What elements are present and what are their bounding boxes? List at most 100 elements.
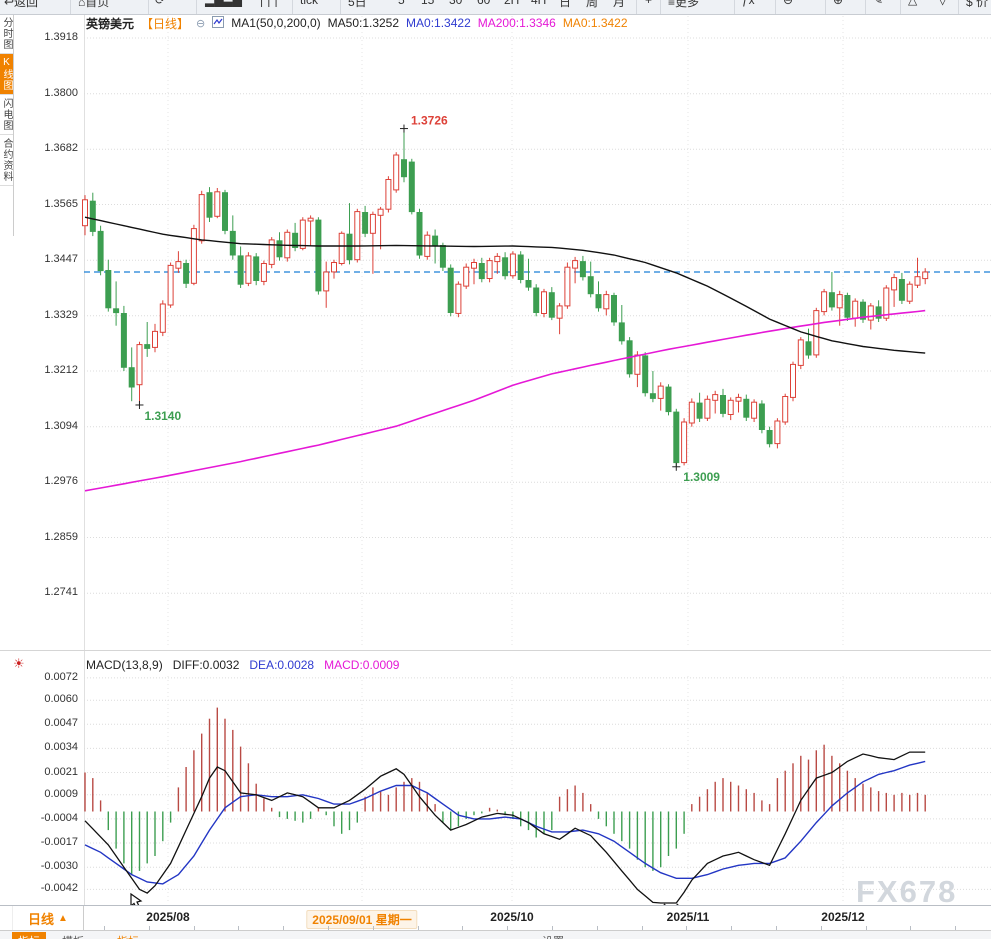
macd-axis-label: -0.0017 — [40, 836, 78, 849]
tab-time-chart[interactable]: 分时图 — [0, 14, 13, 54]
tab-lightning-chart[interactable]: 闪电图 — [0, 95, 13, 135]
ma0-blue-value: MA0:1.3422 — [406, 16, 471, 30]
price-axis-label: 1.3447 — [44, 253, 78, 266]
x-axis-tick — [104, 926, 105, 931]
candlesticks — [82, 128, 929, 467]
ma0-orange-value: MA0:1.3422 — [562, 16, 628, 30]
macd-axis-label: 0.0009 — [44, 787, 78, 800]
price-axis-label: 1.3682 — [44, 142, 78, 155]
tab-contract-info[interactable]: 合约资料 — [0, 135, 13, 186]
tab-kline-chart[interactable]: K线图 — [0, 54, 13, 95]
x-axis-tick — [194, 926, 195, 931]
bottom-tab-2[interactable]: 指标 — [111, 932, 145, 939]
x-axis-tick — [507, 926, 508, 931]
plot-left-border — [84, 14, 85, 905]
price-axis-label: 1.3565 — [44, 197, 78, 210]
x-axis-tick — [418, 926, 419, 931]
macd-settings-icon[interactable]: ☀ — [13, 656, 25, 671]
price-axis-label: 1.2976 — [44, 475, 78, 488]
x-axis-tick — [910, 926, 911, 931]
macd-axis-label: 0.0047 — [44, 717, 78, 730]
x-axis-tick — [821, 926, 822, 931]
quote-button[interactable]: $ 价 — [966, 0, 989, 9]
more-button[interactable]: ≡更多 — [668, 0, 700, 9]
add-period-button[interactable]: + — [645, 0, 653, 7]
collapse-legend-icon[interactable]: ⊖ — [196, 17, 206, 30]
period-60m-button[interactable]: 60 — [477, 0, 491, 7]
bottom-tab-3[interactable]: 设置 — [536, 932, 570, 939]
refresh-button[interactable]: ⟳ — [155, 0, 166, 7]
x-axis-tick — [373, 926, 374, 931]
period-5d-button[interactable]: 5日 — [348, 0, 367, 9]
period-2h-button[interactable]: 2H — [504, 0, 520, 7]
toolbar-separator — [734, 0, 735, 14]
toolbar-separator — [825, 0, 826, 14]
x-axis-tick — [866, 926, 867, 931]
toolbar-separator — [340, 0, 341, 14]
macd-title[interactable]: MACD(13,8,9) — [86, 657, 163, 672]
x-axis-tick — [328, 926, 329, 931]
period-day-button[interactable]: 日 — [559, 0, 572, 9]
draw-button[interactable]: ✎ — [873, 0, 884, 7]
period-30m-button[interactable]: 30 — [449, 0, 463, 7]
price-axis-label: 1.3918 — [44, 31, 78, 43]
price-axis-label: 1.3094 — [44, 419, 78, 432]
ma50-line — [84, 216, 926, 354]
x-axis-tick — [552, 926, 553, 931]
volume-button[interactable]: ╷╷╷ — [258, 0, 280, 7]
zoom-in-button[interactable]: ⊕ — [833, 0, 844, 7]
toolbar-separator — [196, 0, 197, 14]
triangle-up-button[interactable]: △ — [908, 0, 918, 7]
x-axis-tick — [955, 926, 956, 931]
macd-axis-label: 0.0072 — [44, 670, 78, 683]
mini-chart-icon[interactable] — [212, 15, 225, 31]
x-axis-tick — [642, 926, 643, 931]
watermark: FX678 — [856, 874, 958, 909]
toolbar-separator — [865, 0, 866, 14]
period-label: 【日线】 — [141, 16, 190, 31]
price-axis-label: 1.3800 — [44, 86, 78, 99]
toolbar-separator — [775, 0, 776, 14]
x-axis-tick — [149, 926, 150, 931]
toolbar-separator — [900, 0, 901, 14]
tick-button[interactable]: tick — [300, 0, 318, 7]
chart-type-tabs: 分时图 K线图 闪电图 合约资料 — [0, 14, 14, 236]
macd-macd-value: MACD:0.0009 — [324, 657, 400, 672]
home-button[interactable]: ⌂首页 — [78, 0, 110, 9]
ma200-line — [84, 309, 926, 492]
macd-axis-label: 0.0021 — [44, 765, 78, 778]
bar-chart-button[interactable]: ▂▅▃▇ — [205, 0, 242, 7]
bottom-tab-0[interactable]: 指标 — [12, 932, 46, 939]
toolbar-separator — [70, 0, 71, 14]
macd-diff-value: DIFF:0.0032 — [172, 657, 240, 672]
period-15m-button[interactable]: 15 — [421, 0, 435, 7]
toolbar-separator — [660, 0, 661, 14]
main-chart-legend: 英镑美元 【日线】 ⊖ MA1(50,0,200,0) MA50:1.3252 … — [86, 15, 628, 31]
symbol-name: 英镑美元 — [86, 16, 135, 31]
x-axis-label: 2025/10 — [490, 910, 534, 924]
period-dropdown-label: 日线 — [28, 912, 55, 927]
price-annotation: 1.3009 — [683, 470, 720, 484]
macd-axis-label: -0.0042 — [40, 882, 78, 895]
gridlines — [84, 16, 991, 903]
macd-legend: MACD(13,8,9) DIFF:0.0032 DEA:0.0028 MACD… — [86, 657, 399, 672]
macd-dea-line — [84, 760, 926, 885]
x-axis-tick — [686, 926, 687, 931]
x-axis-tick — [731, 926, 732, 931]
chevron-up-icon: ▲ — [58, 913, 68, 924]
back-button[interactable]: ↩返回 — [4, 0, 39, 9]
period-4h-button[interactable]: 4H — [531, 0, 547, 7]
period-dropdown[interactable]: 日线 ▲ — [12, 906, 84, 931]
triangle-down-button[interactable]: ▽ — [938, 0, 948, 7]
period-5m-button[interactable]: 5 — [398, 0, 405, 7]
ma-settings-label[interactable]: MA1(50,0,200,0) — [231, 16, 321, 30]
zoom-out-button[interactable]: ⊖ — [783, 0, 794, 7]
ma50-value: MA50:1.3252 — [327, 16, 400, 30]
fx-indicator-button[interactable]: ƒx — [742, 0, 755, 7]
period-month-button[interactable]: 月 — [613, 0, 626, 9]
x-axis-label: 2025/11 — [666, 910, 710, 924]
bottom-tab-1[interactable]: 模板 — [56, 932, 90, 939]
period-week-button[interactable]: 周 — [586, 0, 599, 9]
